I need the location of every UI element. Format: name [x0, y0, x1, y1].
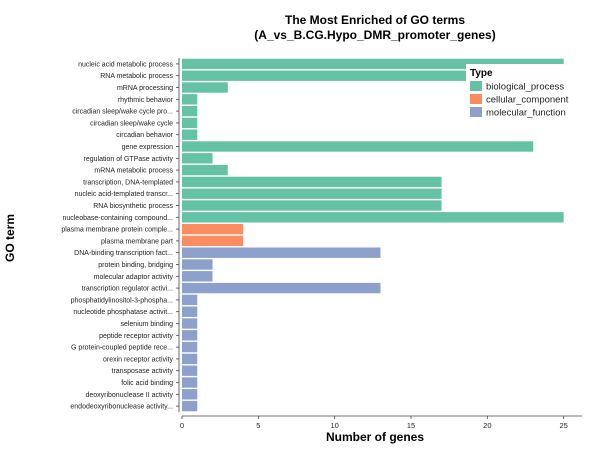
- category-label: rhythmic behavior: [118, 97, 174, 104]
- category-label: selenium binding: [120, 321, 173, 328]
- category-label: phosphatidylinositol-3-phospha...: [71, 297, 173, 304]
- legend-label: molecular_function: [486, 108, 566, 119]
- bar-molecular-function: [182, 271, 213, 282]
- x-tick-label: 25: [560, 421, 568, 430]
- bar-molecular-function: [182, 341, 198, 353]
- category-label: DNA-binding transcription fact...: [74, 250, 173, 257]
- bar-biological-process: [182, 94, 198, 105]
- legend-background: [466, 64, 578, 122]
- category-label: plasma membrane part: [101, 238, 173, 245]
- bar-cellular-component: [182, 235, 244, 247]
- bar-molecular-function: [182, 389, 198, 400]
- category-label: nucleotide phosphatase activit...: [73, 309, 173, 316]
- bar-cellular-component: [182, 223, 244, 235]
- bar-biological-process: [182, 153, 213, 164]
- category-label: nucleobase-containing compound...: [62, 215, 173, 222]
- bar-molecular-function: [182, 377, 198, 388]
- bar-molecular-function: [182, 259, 213, 270]
- category-label: circadian behavior: [116, 132, 173, 139]
- bar-molecular-function: [182, 247, 381, 258]
- legend: Type biological_process cellular_componen…: [466, 64, 578, 122]
- x-tick-label: 10: [330, 421, 338, 430]
- bar-molecular-function: [182, 282, 381, 294]
- category-label: gene expression: [122, 144, 173, 151]
- bar-molecular-function: [182, 365, 198, 376]
- bar-molecular-function: [182, 318, 198, 329]
- category-label: circadian sleep/wake cycle: [90, 120, 173, 127]
- category-label: RNA metabolic process: [100, 73, 173, 80]
- x-tick-label: 0: [180, 421, 184, 430]
- bar-biological-process: [182, 164, 228, 176]
- category-label: RNA biosynthetic process: [93, 203, 173, 210]
- category-label: folic acid binding: [121, 380, 173, 387]
- bar-biological-process: [182, 58, 564, 70]
- bar-molecular-function: [182, 353, 198, 365]
- category-label: nucleic acid metabolic process: [78, 61, 173, 68]
- bar-molecular-function: [182, 330, 198, 341]
- bar-biological-process: [182, 200, 442, 211]
- x-axis-title: Number of genes: [326, 430, 424, 444]
- legend-label: cellular_component: [486, 95, 569, 106]
- category-label: nucleic acid-templated transcr...: [75, 191, 173, 198]
- bar-biological-process: [182, 212, 564, 223]
- legend-swatch-molecular-function: [470, 107, 482, 117]
- bars: [182, 58, 564, 412]
- bar-biological-process: [182, 188, 442, 199]
- category-label: plasma membrane protein comple...: [61, 227, 173, 234]
- bar-biological-process: [182, 176, 442, 188]
- bar-biological-process: [182, 141, 534, 152]
- bar-biological-process: [182, 70, 564, 81]
- y-axis-title: GO term: [3, 214, 17, 262]
- bar-molecular-function: [182, 400, 198, 412]
- category-label: transcription regulator activi...: [82, 286, 173, 293]
- bar-biological-process: [182, 105, 198, 117]
- bar-molecular-function: [182, 306, 198, 317]
- chart-subtitle: (A_vs_B.CG.Hypo_DMR_promoter_genes): [254, 28, 495, 42]
- category-label: transposase activity: [112, 368, 174, 375]
- x-tick-label: 15: [407, 421, 415, 430]
- category-label: transcription, DNA-templated: [83, 179, 173, 186]
- legend-swatch-cellular-component: [470, 94, 482, 104]
- bar-biological-process: [182, 129, 198, 140]
- legend-title: Type: [470, 68, 493, 79]
- category-label: regulation of GTPase activity: [84, 156, 174, 163]
- bar-biological-process: [182, 117, 198, 129]
- chart-title: The Most Enriched of GO terms: [285, 13, 465, 27]
- category-label: circadian sleep/wake cycle pro...: [72, 109, 173, 116]
- y-axis: nucleic acid metabolic process RNA metabo…: [61, 58, 180, 412]
- legend-swatch-biological-process: [470, 81, 482, 91]
- x-tick-label: 5: [256, 421, 260, 430]
- category-label: orexin receptor activity: [103, 356, 174, 363]
- x-axis: 0 5 10 15 20 25: [180, 415, 582, 430]
- category-label: molecular adaptor activity: [94, 274, 174, 281]
- category-label: deoxyribonuclease II activity: [85, 392, 173, 399]
- bar-biological-process: [182, 82, 228, 93]
- x-tick-label: 20: [483, 421, 491, 430]
- category-label: endodeoxyribonuclease activity...: [70, 404, 173, 411]
- category-label: G protein-coupled peptide rece...: [71, 345, 173, 352]
- category-label: peptide receptor activity: [99, 333, 173, 340]
- category-label: mRNA metabolic process: [94, 168, 173, 175]
- legend-label: biological_process: [486, 82, 564, 93]
- category-label: mRNA processing: [117, 85, 173, 92]
- category-label: protein binding, bridging: [98, 262, 173, 269]
- bar-molecular-function: [182, 294, 198, 306]
